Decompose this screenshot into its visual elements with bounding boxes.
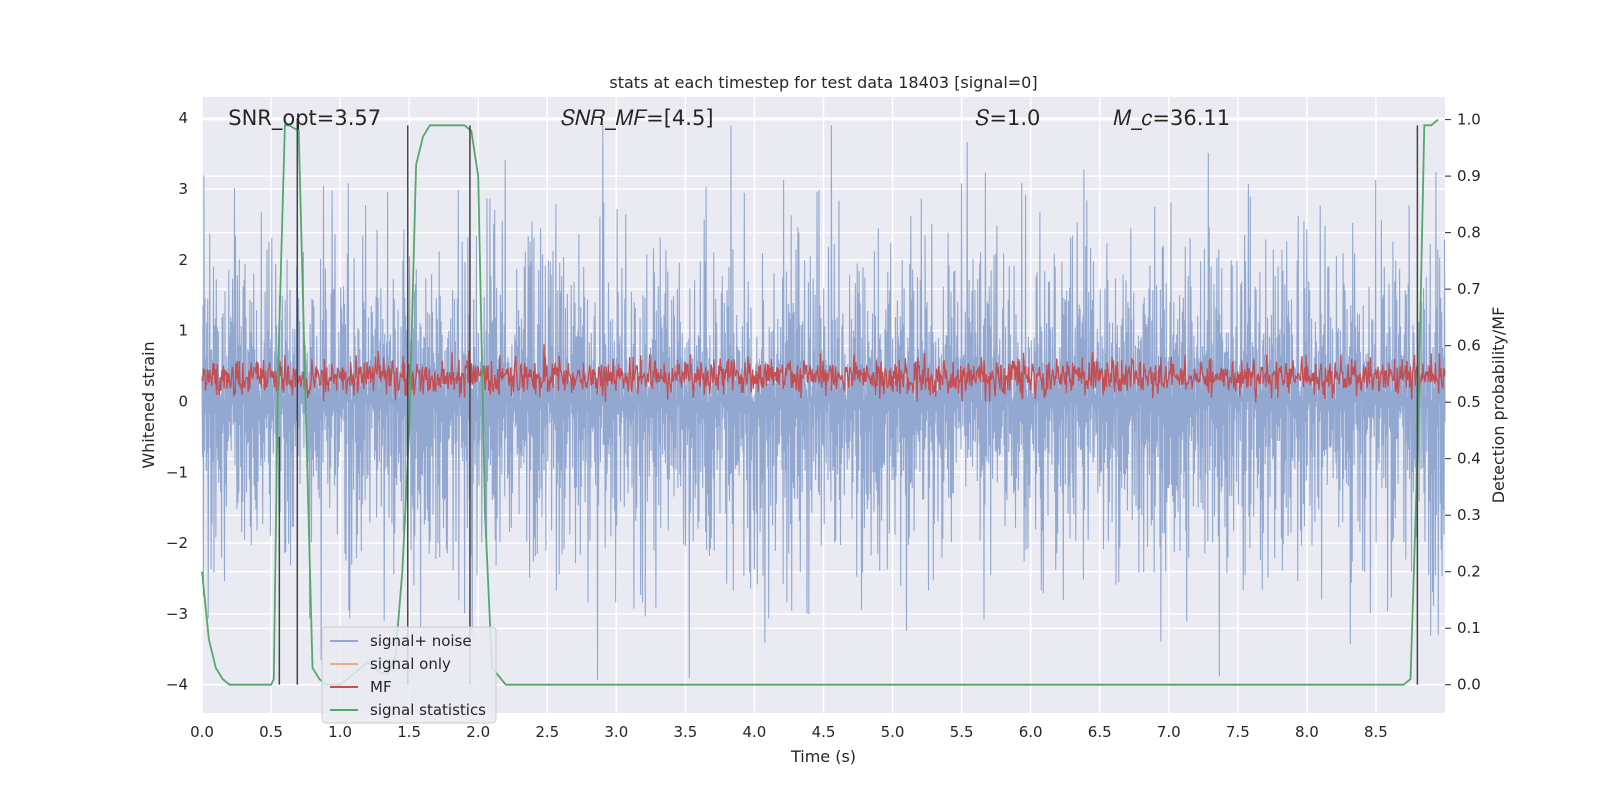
annotation-s: 𝑆=1.0 [975,106,1040,130]
legend-label: MF [370,678,392,696]
x-tick-label: 5.5 [950,723,974,741]
x-tick-labels: 0.0 0.5 1.0 1.5 2.0 2.5 3.0 3.5 4.0 4.5 5.0 5.5 6.0 6… [190,723,1388,741]
x-tick-label: 2.0 [466,723,490,741]
x-tick-label: 3.0 [604,723,628,741]
y-right-tick-labels: 0.0 0.1 0.2 0.3 0.4 0.5 0.6 0.7 0.8 0.9 1.0 [1445,111,1481,694]
y-left-tick-label: 0 [178,392,188,410]
x-tick-label: 1.5 [397,723,421,741]
y-left-tick-label: 1 [178,322,188,340]
x-tick-label: 0.0 [190,723,214,741]
y-left-tick-label: 2 [178,251,188,269]
series-mf [201,344,1446,403]
x-tick-label: 6.0 [1019,723,1043,741]
y-left-tick-label: −1 [166,463,188,481]
x-tick-label: 6.5 [1088,723,1112,741]
annotation-snr_opt: SNR_opt=3.57 [228,106,381,131]
legend-label: signal statistics [370,701,486,719]
x-tick-label: 4.5 [812,723,836,741]
annotation-mc: 𝑀_𝑐=36.11 [1114,106,1231,131]
legend-box [321,626,497,724]
y-left-axis-label: Whitened strain [139,341,158,468]
y-right-tick-label: 0.5 [1457,393,1481,411]
y-right-tick-label: 0.1 [1457,619,1481,637]
y-right-tick-label: 1.0 [1457,111,1481,129]
y-right-tick-label: 0.6 [1457,337,1481,355]
x-tick-label: 1.0 [328,723,352,741]
chart-title: stats at each timestep for test data 184… [609,73,1037,92]
x-tick-label: 7.5 [1226,723,1250,741]
y-left-tick-label: −2 [166,534,188,552]
y-left-tick-label: 3 [178,180,188,198]
x-tick-label: 2.5 [535,723,559,741]
x-tick-label: 5.0 [881,723,905,741]
annotations: SNR_opt=3.57 𝑆𝑁𝑅_𝑀𝐹=[4.5] 𝑆=1.0 𝑀_𝑐=36.11 [228,106,1230,131]
y-left-tick-label: −3 [166,605,188,623]
annotation-snr_mf: 𝑆𝑁𝑅_𝑀𝐹=[4.5] [561,106,713,131]
x-tick-label: 8.0 [1295,723,1319,741]
y-right-axis-label: Detection probability/MF [1489,307,1508,504]
y-right-tick-label: 0.2 [1457,563,1481,581]
y-right-tick-label: 0.7 [1457,280,1481,298]
x-tick-label: 8.5 [1364,723,1388,741]
legend-label: signal+ noise [370,632,472,650]
x-tick-label: 0.5 [259,723,283,741]
vertical-markers [278,118,1419,685]
x-axis-label: Time (s) [790,747,856,766]
legend-label: signal only [370,655,451,673]
y-right-tick-label: 0.4 [1457,450,1481,468]
x-tick-label: 3.5 [673,723,697,741]
x-tick-label: 7.0 [1157,723,1181,741]
y-left-tick-label: −4 [166,676,188,694]
legend: signal+ noise signal only MF signal statist… [321,626,497,724]
x-tick-label: 4.0 [743,723,767,741]
y-right-tick-label: 0.3 [1457,506,1481,524]
y-right-tick-label: 0.9 [1457,167,1481,185]
y-left-tick-label: 4 [178,109,188,127]
y-right-tick-label: 0.8 [1457,224,1481,242]
y-right-tick-label: 0.0 [1457,676,1481,694]
y-left-tick-labels: −4 −3 −2 −1 0 1 2 3 4 [166,109,188,693]
